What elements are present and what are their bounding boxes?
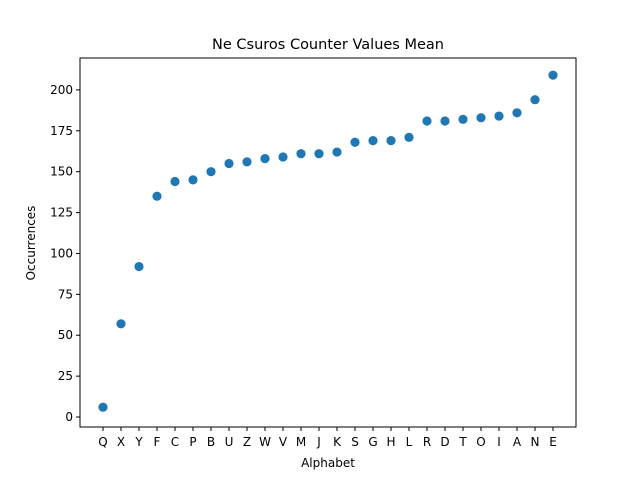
x-tick-label-g: G <box>368 435 377 449</box>
x-tick-label-y: Y <box>134 435 143 449</box>
plot-frame <box>79 57 577 428</box>
x-tick-label-j: J <box>316 435 321 449</box>
data-point-o <box>476 113 486 123</box>
x-tick-label-r: R <box>423 435 431 449</box>
y-tick-label: 50 <box>58 328 73 342</box>
data-point-q <box>98 402 108 412</box>
y-tick-label: 200 <box>50 83 73 97</box>
data-point-h <box>386 135 396 146</box>
data-point-i <box>494 111 504 121</box>
data-point-f <box>152 191 162 201</box>
data-point-g <box>368 135 378 146</box>
x-tick-label-p: P <box>189 435 196 449</box>
x-tick-label-x: X <box>117 435 125 449</box>
x-tick-label-c: C <box>171 435 179 449</box>
data-point-s <box>350 137 360 147</box>
y-tick-label: 25 <box>58 369 73 383</box>
chart-title: Ne Csuros Counter Values Mean <box>212 37 444 53</box>
x-tick-label-i: I <box>497 435 501 449</box>
data-point-n <box>530 95 540 105</box>
x-tick-label-u: U <box>225 435 234 449</box>
y-tick-label: 175 <box>50 124 73 138</box>
data-point-y <box>134 261 144 272</box>
data-point-b <box>206 167 216 177</box>
data-point-z <box>242 157 252 167</box>
data-point-v <box>278 152 288 162</box>
data-point-e <box>548 70 558 80</box>
x-tick-label-l: L <box>406 435 413 449</box>
data-point-m <box>296 149 306 159</box>
y-tick-label: 0 <box>65 410 73 424</box>
data-point-t <box>458 114 468 124</box>
y-tick-label: 125 <box>50 206 73 220</box>
data-point-w <box>260 153 270 164</box>
data-point-p <box>188 175 198 185</box>
x-tick-label-v: V <box>279 435 288 449</box>
data-point-k <box>332 147 342 157</box>
x-tick-label-h: H <box>386 435 395 449</box>
data-point-r <box>422 116 432 126</box>
data-point-x <box>116 319 126 329</box>
x-tick-label-o: O <box>476 435 485 449</box>
x-tick-label-s: S <box>351 435 359 449</box>
data-points <box>98 70 558 412</box>
x-tick-label-w: W <box>259 435 271 449</box>
x-tick-label-k: K <box>333 435 342 449</box>
x-tick-label-a: A <box>513 435 522 449</box>
data-point-d <box>440 116 450 126</box>
x-tick-label-q: Q <box>98 435 107 449</box>
y-tick-label: 75 <box>58 287 73 301</box>
data-point-c <box>170 176 180 187</box>
data-point-u <box>224 158 234 169</box>
x-tick-label-f: F <box>154 435 161 449</box>
x-axis-label: Alphabet <box>301 456 355 470</box>
data-point-a <box>512 108 522 118</box>
data-point-l <box>404 132 414 142</box>
data-point-j <box>314 149 324 159</box>
y-axis: 0 25 50 75 100 125 150 175 200 <box>50 83 80 424</box>
x-tick-label-t: T <box>458 435 467 449</box>
y-tick-label: 150 <box>50 165 73 179</box>
x-tick-label-d: D <box>440 435 449 449</box>
x-tick-label-m: M <box>296 435 306 449</box>
x-tick-label-e: E <box>549 435 557 449</box>
y-tick-label: 100 <box>50 246 73 260</box>
y-axis-label: Occurrences <box>24 206 38 281</box>
x-tick-label-n: N <box>531 435 540 449</box>
x-tick-label-b: B <box>207 435 215 449</box>
x-tick-label-z: Z <box>243 435 251 449</box>
